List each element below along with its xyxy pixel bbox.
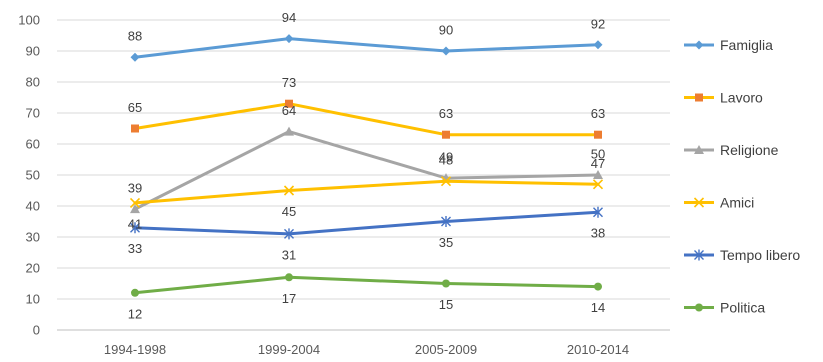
data-label-tempo-libero: 35	[439, 235, 453, 250]
data-point-religione	[284, 126, 294, 136]
data-point-tempo-libero	[441, 216, 451, 227]
legend-marker-amici	[693, 197, 705, 208]
data-point-famiglia	[593, 40, 603, 50]
y-axis-ticks: 0 10 20 30 40 50 60 70 80 90 100	[18, 13, 40, 338]
legend-marker-tempo-libero	[694, 249, 704, 261]
data-point-famiglia	[284, 34, 294, 44]
data-label-politica: 12	[128, 306, 142, 321]
data-label-politica: 14	[591, 300, 605, 315]
legend-label-religione: Religione	[720, 142, 779, 158]
data-label-politica: 17	[282, 291, 296, 306]
data-label-famiglia: 94	[282, 10, 296, 25]
gridlines	[57, 19, 670, 331]
data-label-lavoro: 63	[591, 106, 605, 121]
data-point-lavoro	[594, 130, 602, 139]
data-point-amici	[440, 176, 452, 187]
y-tick-label: 50	[26, 168, 40, 183]
data-label-tempo-libero: 31	[282, 247, 296, 262]
legend-label-amici: Amici	[720, 195, 754, 211]
y-tick-label: 70	[26, 106, 40, 121]
data-label-politica: 15	[439, 297, 453, 312]
data-point-politica	[594, 282, 602, 291]
series-line-famiglia	[133, 37, 600, 59]
y-tick-label: 100	[18, 13, 40, 28]
x-tick-label: 1999-2004	[258, 342, 320, 357]
data-label-famiglia: 90	[439, 23, 453, 38]
legend-marker-religione	[694, 145, 704, 154]
legend-label-famiglia: Famiglia	[720, 37, 773, 53]
y-tick-label: 80	[26, 75, 40, 90]
data-point-politica	[442, 279, 450, 288]
x-axis-ticks: 1994-1998 1999-2004 2005-2009 2010-2014	[104, 342, 629, 357]
series-line-religione	[133, 130, 600, 211]
data-point-tempo-libero	[593, 206, 603, 218]
data-label-religione: 49	[439, 150, 453, 165]
data-label-tempo-libero: 38	[591, 226, 605, 241]
data-point-politica	[285, 273, 293, 282]
data-label-amici: 45	[282, 204, 296, 219]
data-point-amici	[592, 179, 604, 190]
data-label-amici: 47	[591, 156, 605, 171]
series-line-amici	[133, 179, 600, 205]
legend-label-lavoro: Lavoro	[720, 90, 763, 106]
legend-label-politica: Politica	[720, 300, 765, 316]
y-tick-label: 20	[26, 261, 40, 276]
data-label-amici: 48	[439, 153, 453, 168]
y-tick-label: 0	[33, 323, 40, 338]
data-point-lavoro	[285, 99, 293, 108]
data-point-tempo-libero	[284, 228, 294, 240]
x-tick-label: 1994-1998	[104, 342, 166, 357]
data-point-amici	[283, 185, 295, 196]
data-point-lavoro	[442, 130, 450, 139]
data-label-lavoro: 73	[282, 75, 296, 90]
y-tick-label: 60	[26, 137, 40, 152]
series-line-lavoro	[133, 102, 600, 137]
data-label-religione: 64	[282, 103, 296, 118]
data-point-politica	[131, 288, 139, 297]
data-label-famiglia: 92	[591, 16, 605, 31]
x-tick-label: 2005-2009	[415, 342, 477, 357]
y-tick-label: 40	[26, 199, 40, 214]
data-labels: 88 94 90 92 65 73 63 63 39 64 49 50 41 45 48 47 33 31 35 38…	[128, 10, 605, 321]
x-tick-label: 2010-2014	[567, 342, 629, 357]
legend: Famiglia Lavoro Religione Amici Tempo libero…	[684, 37, 800, 316]
data-point-famiglia	[441, 46, 451, 56]
y-tick-label: 30	[26, 230, 40, 245]
legend-marker-politica	[695, 303, 703, 312]
data-point-famiglia	[130, 52, 140, 62]
data-point-religione	[130, 204, 140, 214]
y-tick-label: 10	[26, 292, 40, 307]
data-point-amici	[129, 197, 141, 208]
series-line-tempo-libero	[133, 210, 600, 236]
data-label-religione: 50	[591, 147, 605, 162]
series-lines	[129, 34, 604, 297]
data-label-religione: 39	[128, 181, 142, 196]
data-label-amici: 41	[128, 216, 142, 231]
legend-label-tempo-libero: Tempo libero	[720, 247, 800, 263]
series-line-politica	[133, 275, 600, 295]
legend-marker-famiglia	[694, 40, 704, 50]
data-point-religione	[593, 170, 603, 179]
data-label-famiglia: 88	[128, 29, 142, 44]
data-point-lavoro	[131, 124, 139, 133]
data-label-lavoro: 65	[128, 100, 142, 115]
data-label-tempo-libero: 33	[128, 241, 142, 256]
data-label-lavoro: 63	[439, 106, 453, 121]
data-point-tempo-libero	[130, 222, 140, 234]
legend-marker-lavoro	[695, 93, 703, 102]
y-tick-label: 90	[26, 44, 40, 59]
